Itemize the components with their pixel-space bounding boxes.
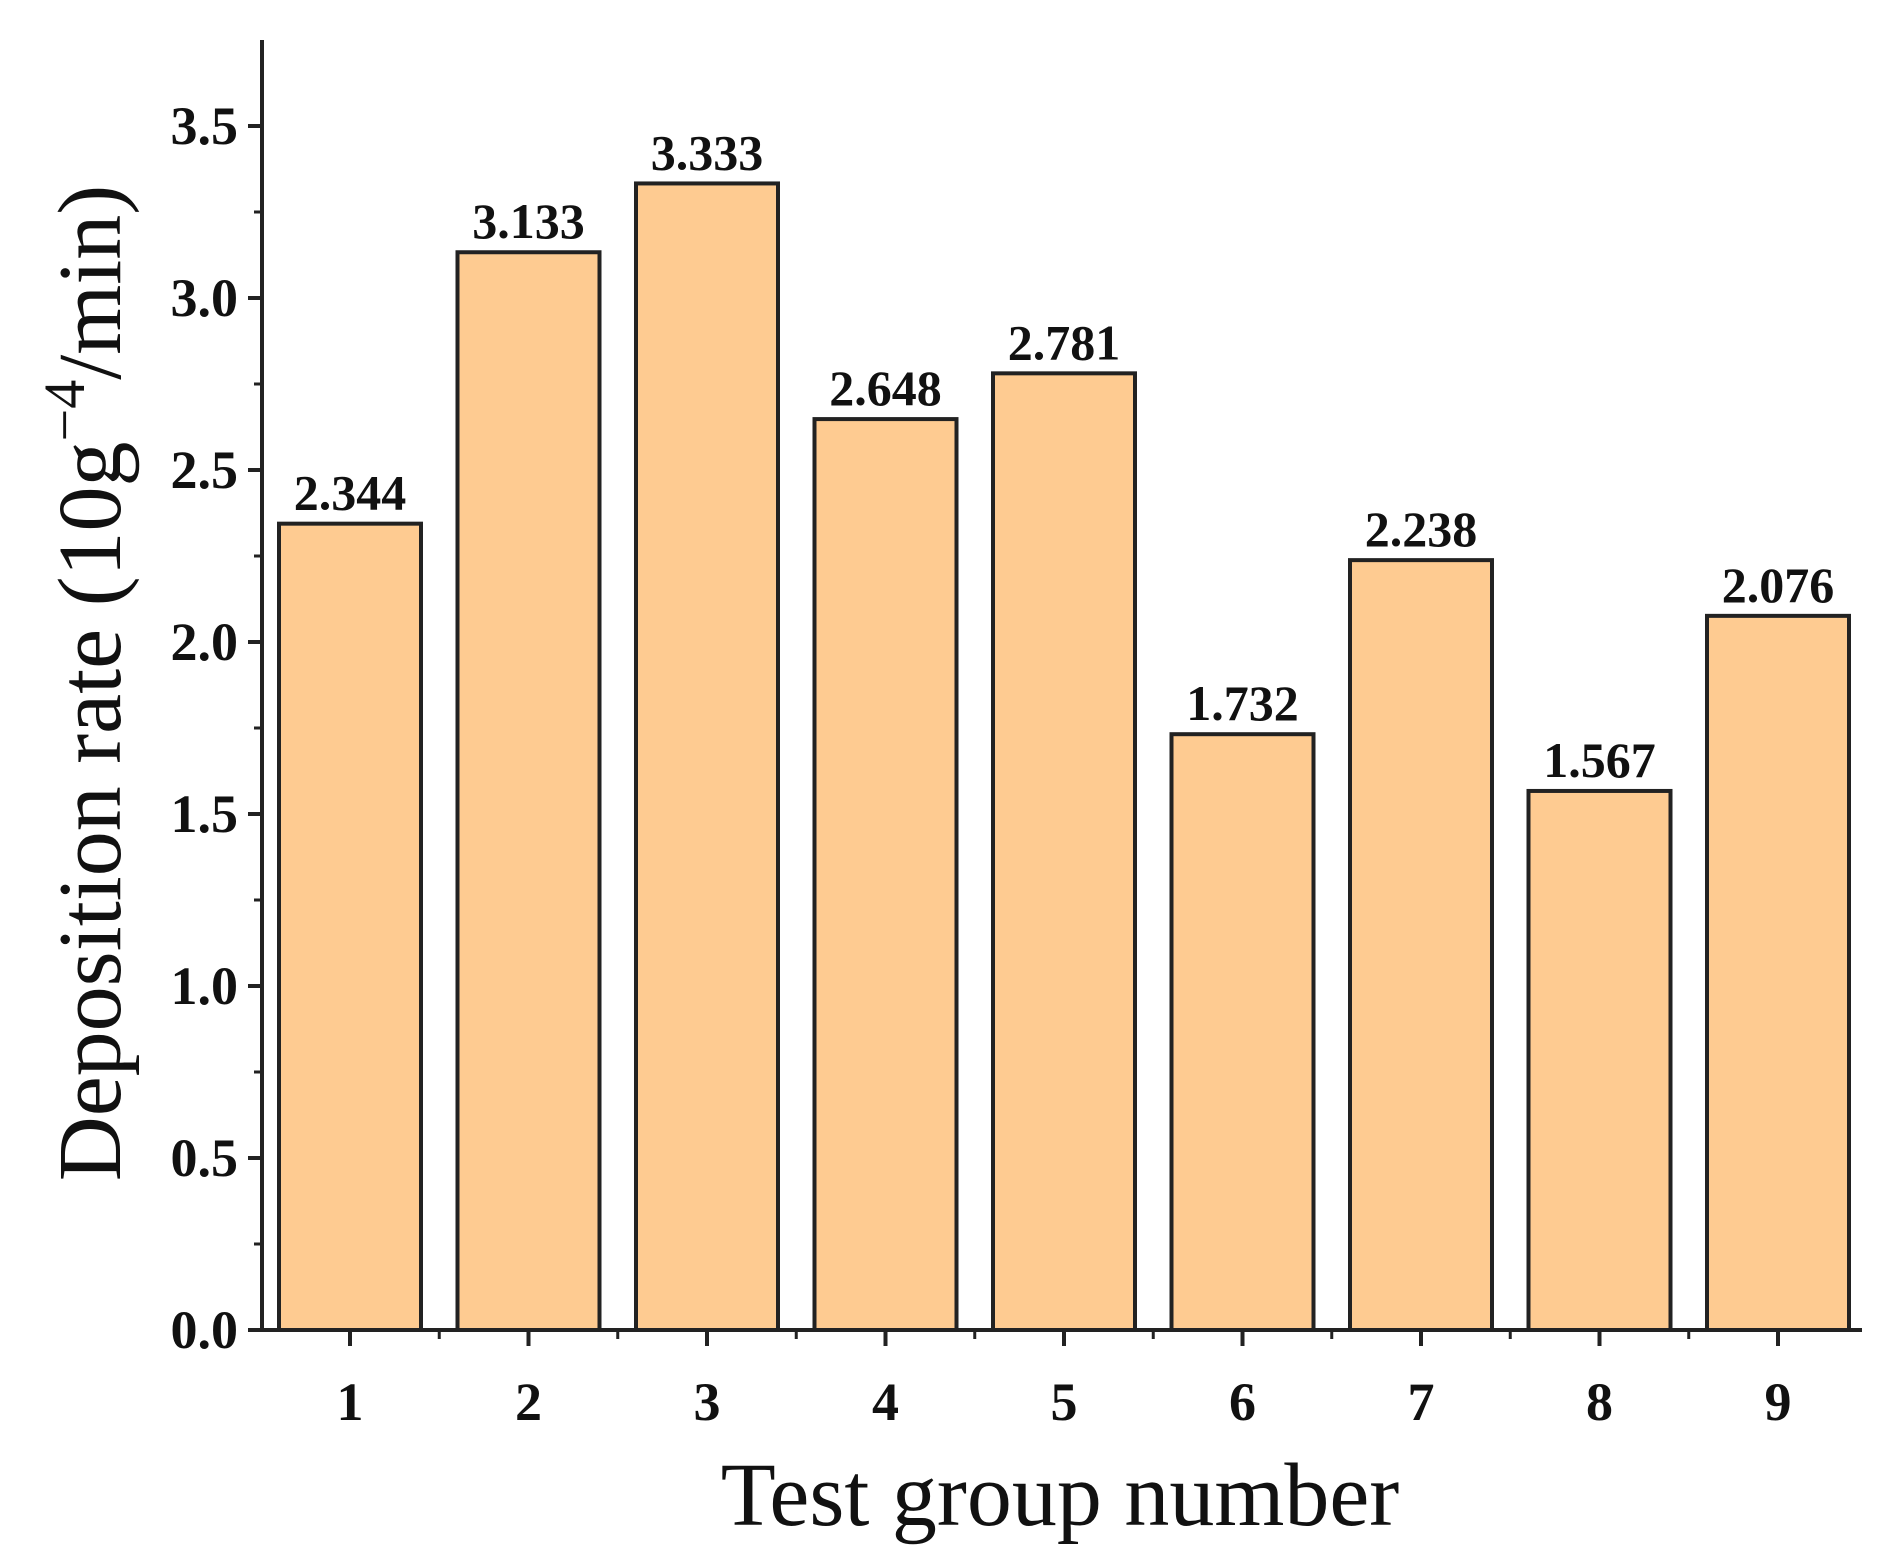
bar-3 — [634, 181, 780, 1332]
x-tick-label-6: 6 — [1229, 1372, 1256, 1432]
data-label-6: 1.732 — [1186, 675, 1299, 731]
y-axis-title-main: Deposition rate (10g — [41, 441, 140, 1181]
x-tick-label-7: 7 — [1408, 1372, 1435, 1432]
x-tick-label-1: 1 — [337, 1372, 364, 1432]
y-tick-label: 3.5 — [171, 96, 239, 156]
data-label-2: 3.133 — [472, 193, 585, 249]
bar-8 — [1526, 788, 1673, 1332]
y-axis-title-unit: /min) — [41, 185, 140, 380]
x-tick-label-8: 8 — [1586, 1372, 1613, 1432]
x-ticks-group: 1 2 3 4 5 6 7 8 9 — [337, 1330, 1792, 1432]
bar-1 — [277, 521, 423, 1332]
x-tick-label-9: 9 — [1765, 1372, 1792, 1432]
data-labels-group: 2.344 3.133 3.333 2.648 2.781 1.732 2.238 1.567… — [294, 124, 1835, 788]
x-axis-title: Test group number — [721, 1446, 1400, 1545]
x-tick-label-5: 5 — [1051, 1372, 1078, 1432]
y-tick-label: 1.5 — [171, 784, 239, 844]
bars-group — [277, 181, 1851, 1332]
y-axis-title: Deposition rate (10g−4/min) — [32, 185, 140, 1182]
x-tick-label-2: 2 — [515, 1372, 542, 1432]
data-label-5: 2.781 — [1008, 314, 1121, 370]
data-label-7: 2.238 — [1365, 501, 1478, 557]
y-tick-label: 0.0 — [171, 1300, 239, 1360]
bar-5 — [991, 371, 1137, 1332]
y-tick-label: 2.0 — [171, 612, 239, 672]
bar-2 — [455, 250, 602, 1332]
bar-7 — [1348, 558, 1494, 1332]
data-label-9: 2.076 — [1722, 557, 1835, 613]
x-tick-label-3: 3 — [694, 1372, 721, 1432]
bar-6 — [1169, 732, 1316, 1332]
y-tick-label: 1.0 — [171, 956, 239, 1016]
bar-9 — [1705, 613, 1851, 1332]
data-label-4: 2.648 — [829, 360, 942, 416]
y-tick-label: 2.5 — [171, 440, 239, 500]
bar-4 — [812, 417, 959, 1332]
y-axis-title-superscript: −4 — [32, 380, 97, 442]
x-tick-label-4: 4 — [872, 1372, 899, 1432]
y-tick-label: 3.0 — [171, 268, 239, 328]
data-label-1: 2.344 — [294, 465, 407, 521]
y-tick-label: 0.5 — [171, 1128, 239, 1188]
y-ticks-group: 0.0 0.5 1.0 1.5 2.0 2.5 3.0 3.5 — [171, 96, 262, 1360]
data-label-8: 1.567 — [1543, 732, 1656, 788]
data-label-3: 3.333 — [651, 124, 764, 180]
